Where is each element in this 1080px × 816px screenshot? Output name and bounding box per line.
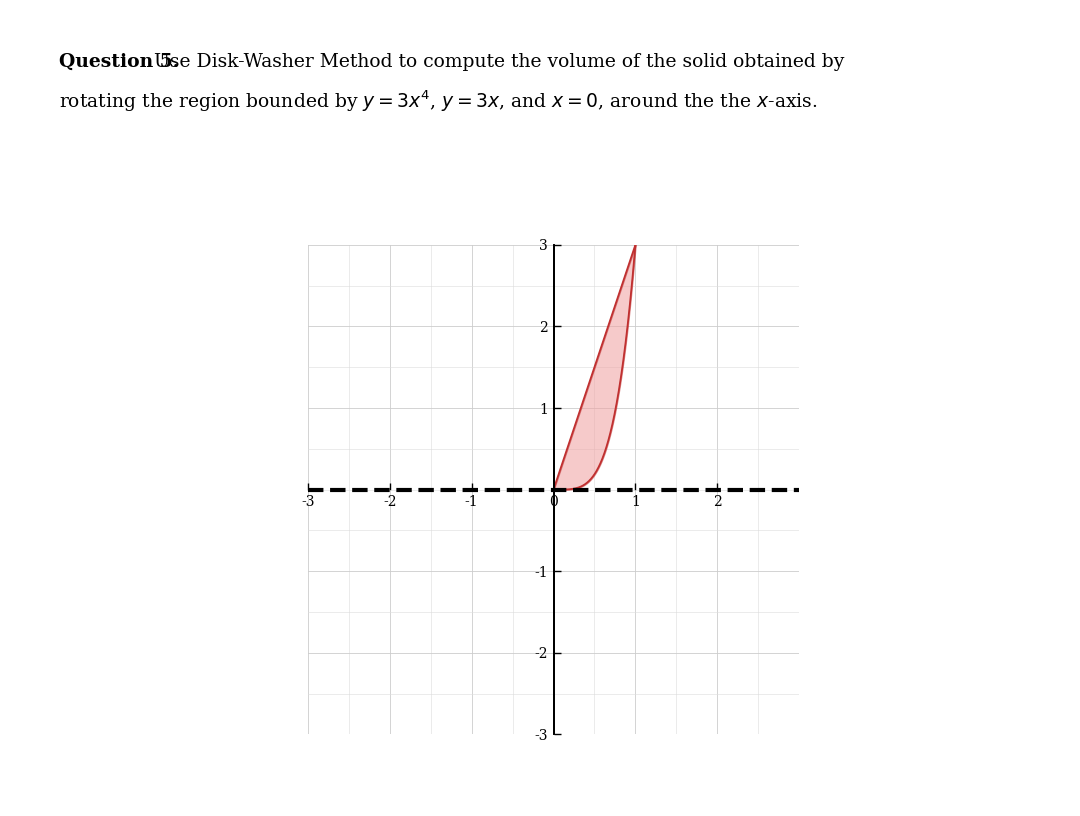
Text: rotating the region bounded by $y = 3x^4$, $y = 3x$, and $x = 0$, around the the: rotating the region bounded by $y = 3x^4… [59, 89, 818, 114]
Text: Use Disk-Washer Method to compute the volume of the solid obtained by: Use Disk-Washer Method to compute the vo… [154, 53, 845, 71]
Text: Question 5.: Question 5. [59, 53, 179, 71]
